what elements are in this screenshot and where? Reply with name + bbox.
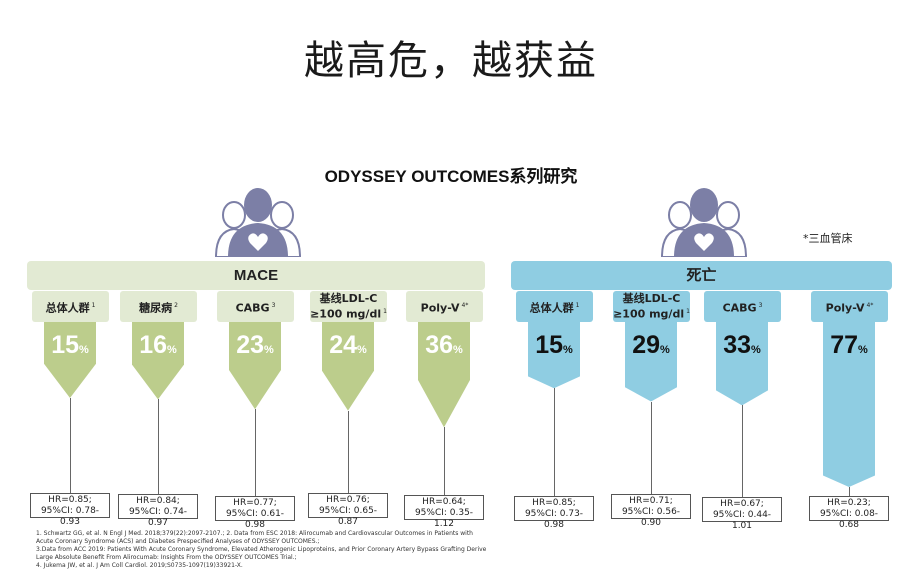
death-group-header: 死亡 (511, 261, 892, 290)
confidence-interval: 95%CI: 0.61-0.98 (225, 509, 285, 530)
reference-marker: 2 (174, 301, 178, 309)
people-heart-icon (214, 188, 302, 257)
confidence-interval: 95%CI: 0.78-0.93 (40, 506, 100, 527)
connector-line (158, 399, 159, 494)
references: 1. Schwartz GG, et al. N Engl J Med. 201… (36, 530, 506, 570)
reference-marker: 1 (686, 308, 690, 316)
risk-reduction-value: 16% (139, 331, 177, 359)
connector-line (444, 427, 445, 495)
subgroup-label: CABG 3 (217, 291, 294, 322)
hazard-ratio-box: HR=0.85; 95%CI: 0.78-0.93 (30, 493, 110, 527)
risk-reduction-arrow: 16% (132, 322, 184, 400)
risk-reduction-value: 36% (425, 331, 463, 359)
hazard-ratio-box: HR=0.84; 95%CI: 0.74-0.97 (118, 494, 198, 528)
confidence-interval: 95%CI: 0.73-0.98 (524, 509, 584, 530)
risk-reduction-value: 77% (830, 331, 868, 359)
hazard-ratio: HR=0.85; (48, 495, 92, 505)
connector-line (651, 401, 652, 494)
hazard-ratio-box: HR=0.23; 95%CI: 0.08-0.68 (809, 496, 889, 530)
risk-reduction-arrow: 15% (528, 322, 580, 389)
connector-line (255, 409, 256, 496)
hazard-ratio: HR=0.76; (326, 495, 370, 505)
hazard-ratio-box: HR=0.76; 95%CI: 0.65-0.87 (308, 493, 388, 527)
subgroup-name: Poly-V (825, 301, 865, 315)
reference-marker: 1 (91, 301, 96, 309)
subgroup-label: Poly-V 4* (811, 291, 888, 322)
hazard-ratio: HR=0.23; (827, 498, 871, 508)
subgroup-name: 总体人群 (45, 301, 90, 315)
study-subtitle: ODYSSEY OUTCOMES系列研究 (324, 167, 578, 186)
subgroup-name: Poly-V (420, 301, 460, 315)
subgroup-name: 糖尿病 (139, 301, 173, 315)
subgroup-label: Poly-V 4* (406, 291, 483, 322)
reference-line: 4. Jukema JW, et al. J Am Coll Cardiol. … (36, 562, 243, 569)
people-heart-icon (660, 188, 748, 257)
risk-reduction-value: 33% (723, 331, 761, 359)
hazard-ratio: HR=0.77; (233, 498, 277, 508)
hazard-ratio-box: HR=0.85; 95%CI: 0.73-0.98 (514, 496, 594, 530)
mace-group-header: MACE (27, 261, 485, 290)
connector-line (554, 388, 555, 496)
risk-reduction-value: 24% (329, 331, 367, 359)
subgroup-name-line2: ≥100 mg/dl (310, 307, 382, 321)
reference-line: 3.Data from ACC 2019: Patients With Acut… (36, 546, 487, 553)
reference-marker: 4* (866, 301, 874, 309)
subgroup-label: CABG 3 (704, 291, 781, 322)
subgroup-label: 总体人群 1 (516, 291, 593, 322)
reference-marker: 1 (575, 301, 580, 309)
risk-reduction-arrow: 15% (44, 322, 96, 398)
subgroup-label: 基线LDL-C ≥100 mg/dl 1 (613, 291, 690, 322)
confidence-interval: 95%CI: 0.56-0.90 (621, 507, 681, 528)
connector-line (849, 487, 850, 496)
risk-reduction-arrow: 77% (823, 322, 875, 487)
reference-marker: 1 (383, 308, 387, 316)
risk-reduction-arrow: 36% (418, 322, 470, 428)
subgroup-label: 基线LDL-C ≥100 mg/dl 1 (310, 291, 387, 322)
reference-line: Large Absolute Benefit From Alirocumab: … (36, 554, 297, 561)
page-title: 越高危，越获益 (304, 38, 598, 84)
confidence-interval: 95%CI: 0.44-1.01 (712, 510, 772, 531)
hazard-ratio-box: HR=0.77; 95%CI: 0.61-0.98 (215, 496, 295, 530)
reference-marker: 4* (461, 301, 469, 309)
risk-reduction-arrow: 24% (322, 322, 374, 411)
subgroup-name: 基线LDL-C (622, 292, 681, 306)
reference-line: Acute Coronary Syndrome (ACS) and Diabet… (36, 538, 320, 545)
confidence-interval: 95%CI: 0.08-0.68 (819, 509, 879, 530)
confidence-interval: 95%CI: 0.65-0.87 (318, 506, 378, 527)
confidence-interval: 95%CI: 0.74-0.97 (128, 507, 188, 528)
risk-reduction-value: 15% (51, 331, 89, 359)
reference-marker: 3 (271, 301, 276, 309)
risk-reduction-value: 29% (632, 331, 670, 359)
footnote-three-vascular-beds: *三血管床 (803, 232, 853, 245)
hazard-ratio: HR=0.64; (422, 497, 466, 507)
hazard-ratio: HR=0.85; (532, 498, 576, 508)
subgroup-name: CABG (235, 301, 270, 315)
hazard-ratio-box: HR=0.64; 95%CI: 0.35-1.12 (404, 495, 484, 529)
subgroup-name-line2: ≥100 mg/dl (613, 307, 685, 321)
connector-line (348, 410, 349, 493)
subgroup-name: 基线LDL-C (319, 292, 378, 306)
risk-reduction-arrow: 23% (229, 322, 281, 410)
risk-reduction-value: 23% (236, 331, 274, 359)
reference-line: 1. Schwartz GG, et al. N Engl J Med. 201… (36, 530, 473, 537)
subgroup-label: 糖尿病 2 (120, 291, 197, 322)
risk-reduction-arrow: 29% (625, 322, 677, 402)
connector-line (70, 398, 71, 493)
connector-line (742, 405, 743, 497)
hazard-ratio-box: HR=0.67; 95%CI: 0.44-1.01 (702, 497, 782, 531)
subgroup-name: 总体人群 (529, 301, 574, 315)
hazard-ratio: HR=0.67; (720, 499, 764, 509)
risk-reduction-value: 15% (535, 331, 573, 359)
hazard-ratio-box: HR=0.71; 95%CI: 0.56-0.90 (611, 494, 691, 528)
risk-reduction-arrow: 33% (716, 322, 768, 406)
reference-marker: 3 (758, 301, 763, 309)
hazard-ratio: HR=0.71; (629, 496, 673, 506)
hazard-ratio: HR=0.84; (136, 496, 180, 506)
confidence-interval: 95%CI: 0.35-1.12 (414, 508, 474, 529)
subgroup-name: CABG (722, 301, 757, 315)
subgroup-label: 总体人群 1 (32, 291, 109, 322)
